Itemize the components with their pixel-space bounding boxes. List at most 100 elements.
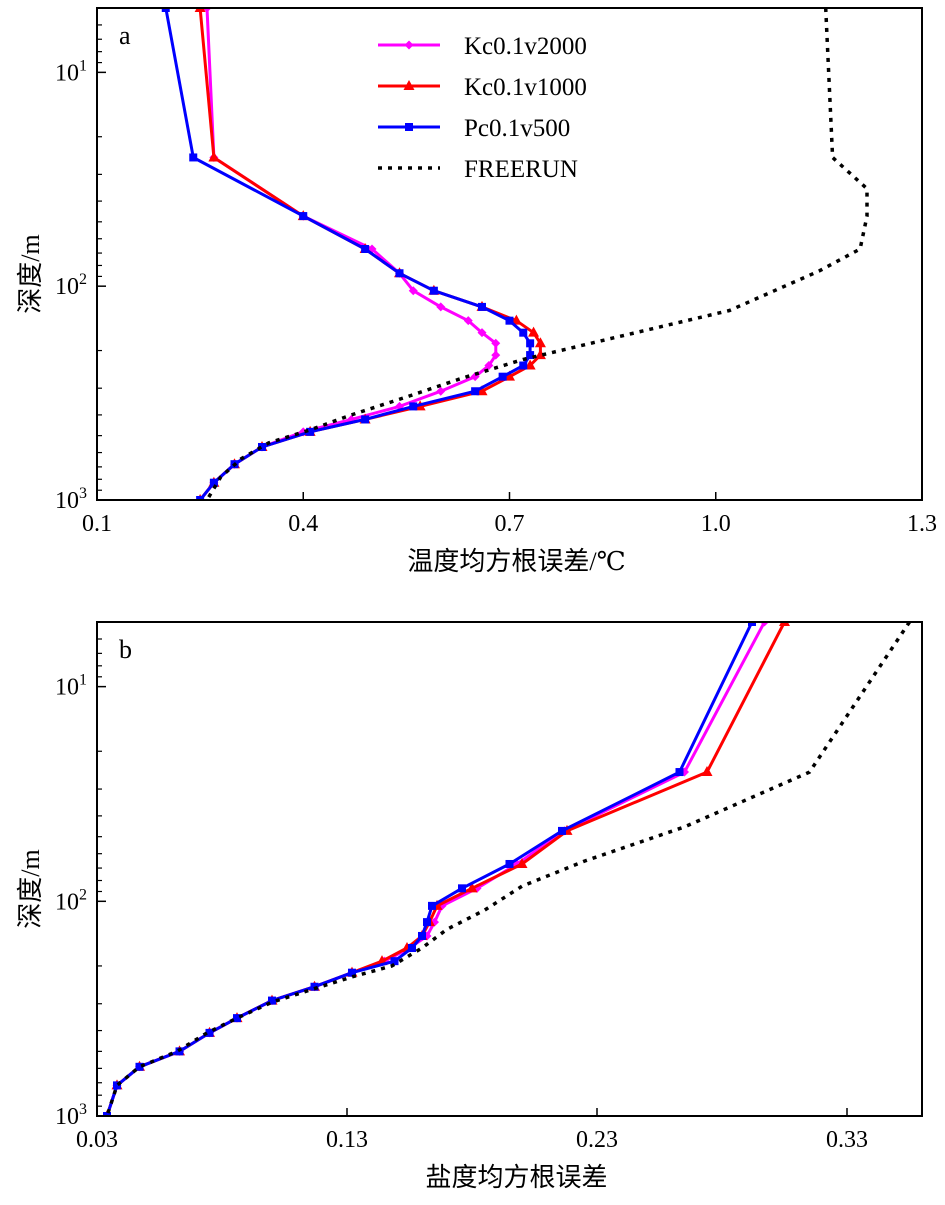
data-point [418, 931, 426, 940]
series-line-freerun [205, 8, 869, 500]
x-tick-label: 0.03 [76, 1127, 118, 1153]
data-point [306, 427, 315, 436]
data-point [408, 944, 416, 953]
y-tick-label: 103 [55, 1101, 87, 1130]
data-point [476, 385, 488, 396]
legend-label: Kc0.1v1000 [464, 74, 587, 101]
data-point [208, 151, 220, 162]
y-tick-label: 101 [55, 672, 87, 701]
legend-item: Kc0.1v1000 [378, 74, 587, 101]
ticks-a: 0.1 0.4 0.7 1.0 1.3 101 102 103 [55, 7, 937, 537]
data-point [429, 286, 438, 295]
y-tick-label: 102 [55, 886, 87, 915]
legend-label: FREERUN [464, 156, 578, 183]
data-point [463, 316, 473, 326]
data-point [491, 338, 501, 348]
data-point [484, 361, 494, 371]
y-tick-label: 103 [55, 485, 87, 514]
data-point [458, 884, 466, 893]
series-line-kc0.1v1000 [105, 622, 786, 1116]
plot-area-a [161, 8, 869, 500]
legend: Kc0.1v2000 Kc0.1v1000 Pc0.1v500 FREERUN [378, 33, 587, 183]
data-point [526, 339, 535, 348]
data-point [471, 387, 480, 396]
data-point [299, 212, 308, 221]
data-point [233, 1014, 241, 1023]
data-point [526, 351, 535, 360]
data-point [748, 622, 756, 626]
data-point [205, 1028, 214, 1037]
data-point [268, 996, 276, 1005]
legend-marker [405, 123, 413, 131]
data-point [423, 918, 431, 927]
data-point [466, 882, 478, 893]
data-point [534, 337, 546, 348]
data-point [202, 8, 212, 13]
axes-frame-b [96, 621, 923, 1117]
legend-marker [403, 80, 415, 90]
x-tick-label: 0.1 [82, 511, 112, 537]
series-line-pc0.1v500 [105, 622, 754, 1116]
data-point [390, 957, 399, 966]
data-point [510, 314, 522, 325]
data-point [310, 982, 319, 991]
data-point [161, 8, 170, 12]
y-axis-title-a: 深度/m [16, 234, 45, 313]
panel-letter-b: b [119, 635, 132, 664]
data-point [491, 350, 501, 360]
data-point [675, 768, 684, 777]
data-point [477, 328, 487, 338]
legend-item: Kc0.1v2000 [378, 33, 587, 60]
x-tick-label: 0.7 [495, 511, 525, 537]
data-point [258, 442, 266, 451]
data-point [760, 622, 769, 627]
data-point [505, 859, 514, 868]
data-point [478, 302, 486, 311]
legend-item: Pc0.1v500 [378, 115, 570, 142]
series-line-kc0.1v2000 [198, 8, 498, 500]
panel-b: 0.03 0.13 0.23 0.33 101 102 103 b 盐度均方根误差 深度/m [16, 621, 923, 1192]
data-point [209, 478, 218, 487]
data-point [103, 1112, 111, 1116]
x-tick-label: 0.33 [826, 1127, 868, 1153]
ticks-b: 0.03 0.13 0.23 0.33 101 102 103 [55, 621, 868, 1153]
legend-label: Kc0.1v2000 [464, 33, 587, 60]
data-point [135, 1062, 144, 1071]
x-axis-title-a: 温度均方根误差/℃ [407, 547, 625, 576]
data-point [409, 402, 418, 411]
data-point [519, 361, 528, 370]
data-point [348, 968, 356, 977]
data-point [361, 415, 370, 424]
y-tick-label: 101 [55, 57, 87, 86]
legend-item: FREERUN [378, 156, 578, 183]
data-point [361, 244, 370, 253]
data-point [558, 826, 566, 835]
data-point [436, 302, 446, 312]
panel-letter-a: a [119, 21, 131, 50]
data-point [505, 316, 514, 325]
data-point [189, 153, 198, 162]
legend-marker [404, 40, 414, 50]
x-tick-label: 0.23 [576, 1127, 618, 1153]
series-line-kc0.1v2000 [105, 622, 766, 1116]
data-point [524, 359, 536, 370]
data-point [395, 269, 404, 278]
y-axis-title-b: 深度/m [16, 849, 45, 928]
data-point [534, 349, 546, 360]
data-point [408, 286, 418, 296]
y-tick-label: 102 [55, 271, 87, 300]
data-point [113, 1081, 121, 1090]
data-point [701, 766, 713, 777]
x-axis-title-b: 盐度均方根误差 [425, 1163, 607, 1192]
legend-label: Pc0.1v500 [464, 115, 570, 142]
data-point [196, 496, 205, 500]
data-point [428, 901, 436, 910]
data-point [519, 328, 528, 337]
data-point [528, 326, 540, 337]
data-point [436, 386, 446, 396]
x-tick-label: 1.0 [701, 511, 731, 537]
panel-a: 0.1 0.4 0.7 1.0 1.3 101 102 103 a 温度均方根误差/℃ 深度/… [16, 7, 937, 576]
data-point [504, 370, 515, 381]
x-tick-label: 1.3 [907, 511, 937, 537]
